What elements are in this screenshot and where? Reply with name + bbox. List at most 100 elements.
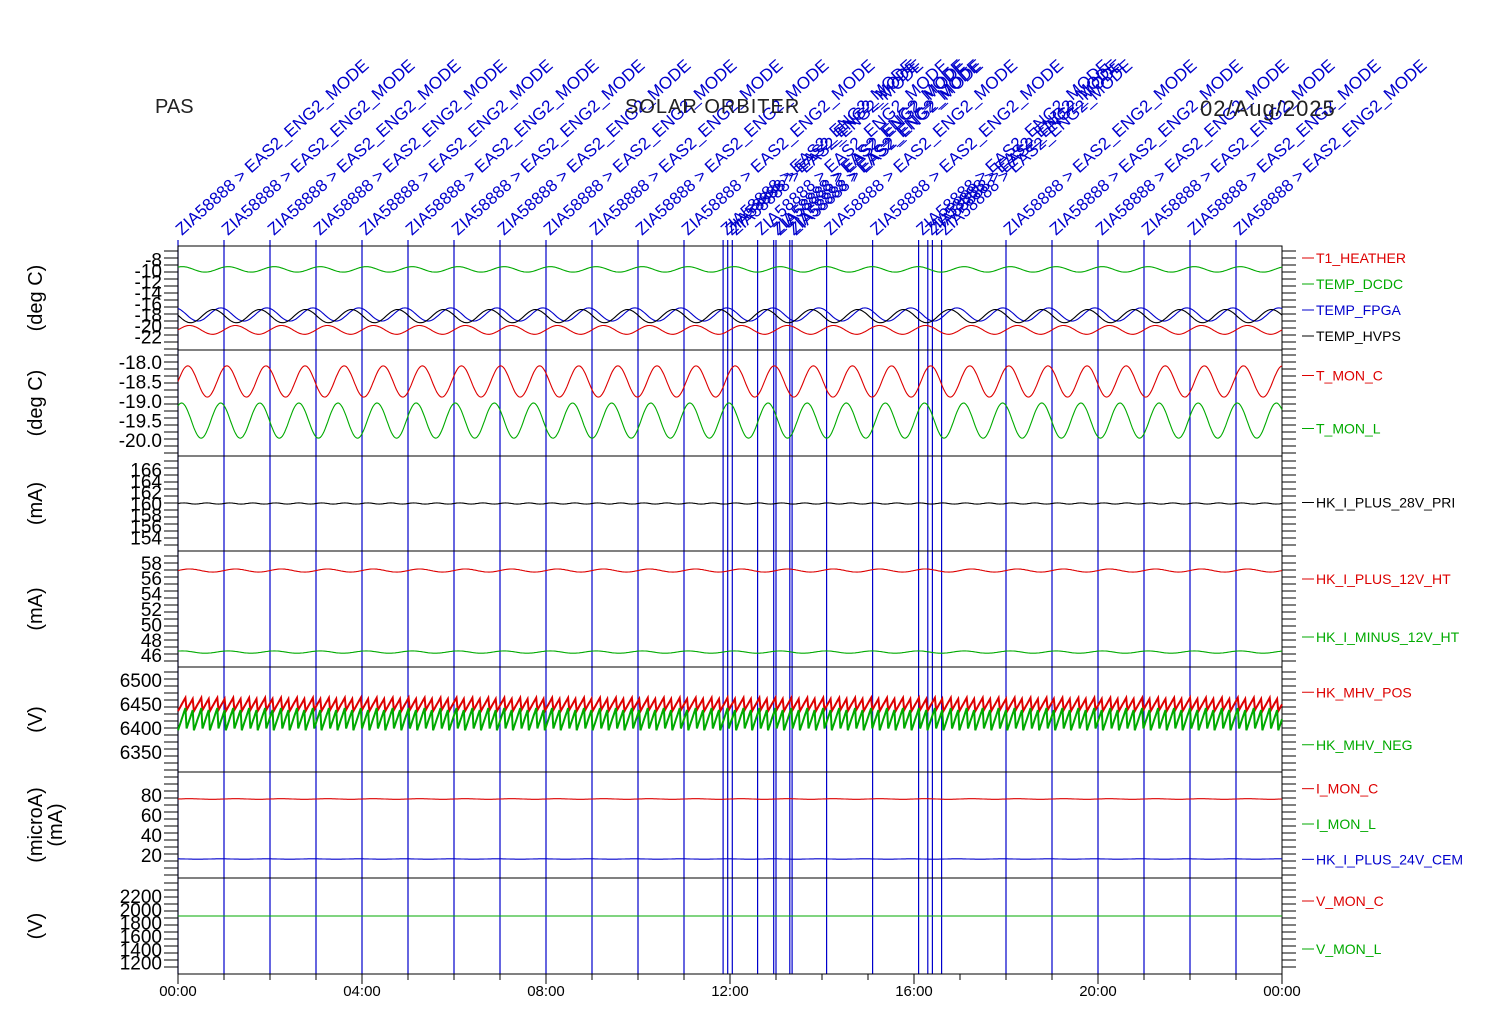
y-tick-label: 2200 <box>120 887 162 908</box>
legend-t1-heather: T1_HEATHER <box>1316 250 1406 266</box>
x-tick-label: 04:00 <box>343 983 381 1000</box>
y-tick-label: -18.5 <box>119 372 162 393</box>
y-tick-label: 48 <box>141 631 162 652</box>
x-tick-label: 16:00 <box>895 983 933 1000</box>
legend-temp-dcdc: TEMP_DCDC <box>1316 276 1403 292</box>
y-axis-label-secondary: (mA) <box>45 803 67 846</box>
y-tick-label: -14 <box>135 284 163 305</box>
y-tick-label: 50 <box>141 615 162 636</box>
y-tick-label: 6450 <box>120 695 162 716</box>
y-tick-label: 54 <box>141 585 163 606</box>
y-tick-label: 80 <box>141 786 162 807</box>
series-line-t1-heather <box>177 324 1283 335</box>
y-tick-label: 40 <box>141 826 162 847</box>
series-line-i-mon-c <box>177 798 1283 800</box>
header-left-label: PAS <box>155 96 194 118</box>
event-lines-group <box>177 240 1237 974</box>
x-tick-label: 20:00 <box>1079 983 1117 1000</box>
y-tick-label: 2000 <box>120 900 162 921</box>
y-axis-label: (deg C) <box>25 370 47 437</box>
y-tick-label: -19.0 <box>119 392 162 413</box>
y-tick-label: -22 <box>135 328 162 349</box>
legend-temp-hvps: TEMP_HVPS <box>1316 328 1401 344</box>
y-tick-label: 1200 <box>120 954 162 975</box>
header-center-label: SOLAR ORBITER <box>625 96 801 118</box>
y-tick-label: 60 <box>141 806 162 827</box>
y-axis-label: (V) <box>25 706 47 733</box>
legend-hk-mhv-pos: HK_MHV_POS <box>1316 684 1412 700</box>
panel-frame <box>177 877 1283 975</box>
series-line-t-mon-c <box>177 365 1283 398</box>
y-tick-label: 154 <box>130 528 162 549</box>
y-tick-label: 20 <box>141 846 162 867</box>
y-tick-label: 46 <box>141 646 162 667</box>
legend-v-mon-l: V_MON_L <box>1316 941 1382 957</box>
y-tick-label: 1800 <box>120 914 162 935</box>
y-axis-label: (V) <box>25 913 47 940</box>
series-line-t-mon-l <box>177 402 1283 439</box>
y-tick-label: -18 <box>135 306 162 327</box>
legend-hk-i-plus-24v-cem: HK_I_PLUS_24V_CEM <box>1316 851 1463 867</box>
series-line-hk-i-plus-12v-ht <box>177 568 1283 573</box>
panel-frame <box>177 245 1283 351</box>
y-tick-label: 6400 <box>120 719 162 740</box>
y-tick-label: 158 <box>130 506 162 527</box>
y-tick-label: -19.5 <box>119 412 162 433</box>
y-axis-label: (mA) <box>25 482 47 525</box>
legend-hk-i-plus-12v-ht: HK_I_PLUS_12V_HT <box>1316 571 1451 587</box>
series-line-temp-hvps <box>177 309 1283 324</box>
y-tick-label: -20 <box>135 317 162 338</box>
panel-tmon: -18.0-18.5-19.0-19.5-20.0 (deg C) T_MON_C T… <box>25 349 1383 457</box>
y-axis-label: (deg C) <box>25 265 47 332</box>
y-tick-label: 6500 <box>120 671 162 692</box>
panel-temps: -8-10-12-14-16-18-20-22 (deg C) T1_HEATHER… <box>25 245 1406 351</box>
y-tick-label: 162 <box>130 483 162 504</box>
legend-v-mon-c: V_MON_C <box>1316 893 1384 909</box>
y-tick-label: 164 <box>130 472 162 493</box>
legend-hk-i-plus-28v-pri: HK_I_PLUS_28V_PRI <box>1316 495 1455 511</box>
panel-frame <box>177 550 1283 668</box>
legend-hk-i-minus-12v-ht: HK_I_MINUS_12V_HT <box>1316 629 1460 645</box>
legend-i-mon-l: I_MON_L <box>1316 816 1376 832</box>
y-tick-label: -10 <box>135 262 162 283</box>
y-tick-label: 6350 <box>120 743 162 764</box>
series-line-temp-dcdc <box>177 266 1283 273</box>
y-tick-label: -12 <box>135 273 162 294</box>
y-axis-label: (microA) <box>25 787 47 863</box>
legend-temp-fpga: TEMP_FPGA <box>1316 302 1401 318</box>
y-tick-label: -8 <box>145 251 162 272</box>
legend-t-mon-c: T_MON_C <box>1316 368 1383 384</box>
y-tick-label: 166 <box>130 461 162 482</box>
x-tick-label: 08:00 <box>527 983 565 1000</box>
series-line-hk-mhv-neg <box>177 707 1283 731</box>
header-date-label: 02/Aug/2025 <box>1200 96 1336 121</box>
series-line-hk-i-minus-12v-ht <box>177 650 1283 654</box>
panel-frame <box>177 666 1283 773</box>
y-tick-label: 1400 <box>120 940 162 961</box>
x-tick-label: 00:00 <box>159 983 197 1000</box>
y-tick-label: -20.0 <box>119 431 162 452</box>
x-axis: 00:00 04:00 08:00 12:00 16:00 20:00 00:00 <box>159 974 1301 1000</box>
y-tick-label: 52 <box>141 600 162 621</box>
series-line-hk-mhv-pos <box>177 694 1283 715</box>
y-tick-label: -18.0 <box>119 353 162 374</box>
y-tick-label: 156 <box>130 517 162 538</box>
y-tick-label: 1600 <box>120 927 162 948</box>
y-tick-label: -16 <box>135 295 162 316</box>
series-line-hk-i-plus-28v-pri <box>177 502 1283 505</box>
series-line-temp-fpga <box>177 307 1283 322</box>
panel-mhv: 6500 6450 6400 6350 (V) HK_MHV_POS HK_MHV_NEG <box>25 666 1412 773</box>
y-tick-label: 160 <box>130 495 162 516</box>
legend-i-mon-c: I_MON_C <box>1316 781 1378 797</box>
y-tick-label: 58 <box>141 554 162 575</box>
y-axis-label: (mA) <box>25 587 47 630</box>
y-tick-label: 56 <box>141 569 162 590</box>
x-tick-label: 12:00 <box>711 983 749 1000</box>
x-tick-label: 00:00 <box>1263 983 1301 1000</box>
